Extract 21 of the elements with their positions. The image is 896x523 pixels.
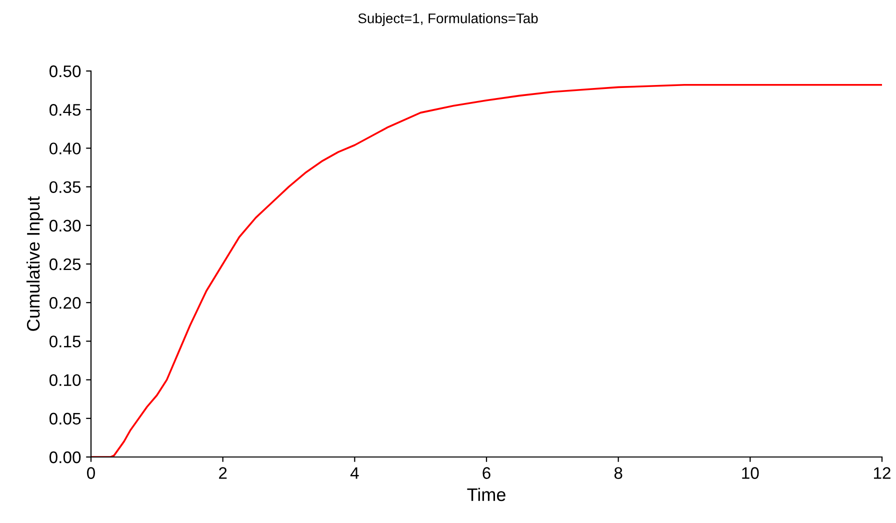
x-tick-label: 10: [742, 467, 759, 479]
x-tick-label: 12: [874, 467, 890, 479]
x-tick-label: 0: [87, 467, 95, 479]
y-tick-label: 0.45: [49, 104, 81, 116]
x-tick-label: 6: [482, 467, 490, 479]
x-tick-label: 4: [350, 467, 359, 479]
y-tick-label: 0.20: [49, 297, 81, 309]
y-tick-label: 0.40: [49, 142, 81, 154]
y-tick-label: 0.15: [49, 336, 81, 348]
y-tick-label: 0.30: [49, 220, 81, 232]
y-tick-label: 0.00: [49, 451, 81, 464]
chart-title: Subject=1, Formulations=Tab: [358, 13, 538, 26]
y-tick-label: 0.35: [49, 181, 81, 194]
y-axis-title: Cumulative Input: [26, 196, 44, 331]
y-tick-label: 0.25: [49, 258, 81, 270]
y-tick-label: 0.05: [49, 412, 81, 425]
x-tick-label: 8: [614, 467, 622, 479]
y-tick-label: 0.50: [49, 65, 81, 78]
x-axis-title: Time: [467, 488, 506, 502]
x-tick-label: 2: [219, 467, 227, 479]
y-tick-label: 0.10: [49, 374, 81, 386]
